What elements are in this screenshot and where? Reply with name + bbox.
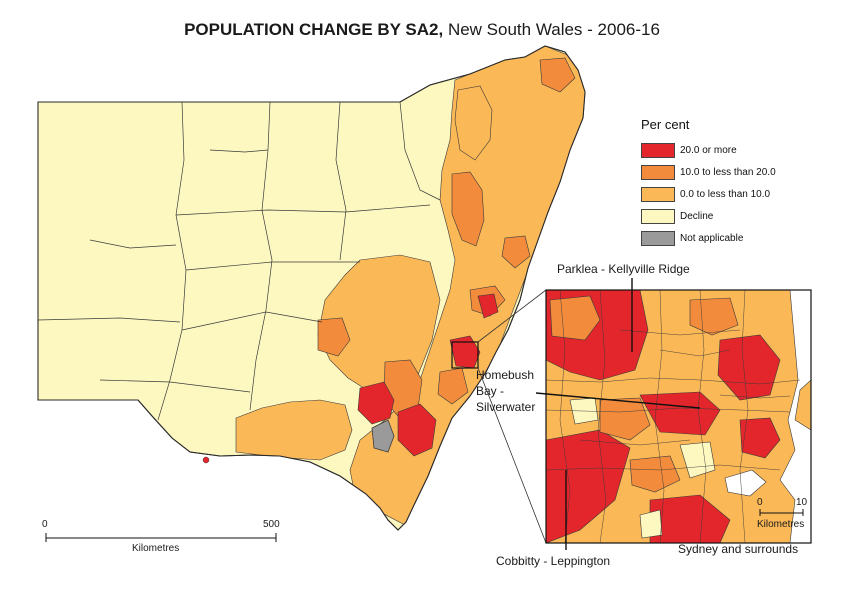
inset-regions (546, 290, 811, 543)
inset-scale-unit: Kilometres (757, 519, 805, 530)
region-queanbeyan-20plus (397, 403, 437, 457)
inset-inner-20plus (739, 417, 781, 459)
inset-scale-start: 0 (757, 497, 763, 508)
inset-south-10to20 (629, 455, 681, 493)
region-boundaries (38, 101, 441, 421)
callout-label-homebush-line1: Homebush (476, 368, 535, 382)
callout-label-homebush-line3: Silverwater (476, 400, 536, 414)
callout-label-parklea: Parklea - Kellyville Ridge (557, 262, 690, 276)
inset-boundaries (546, 290, 801, 543)
legend-swatch-0to10 (641, 186, 675, 202)
inset-scale-bar (759, 509, 804, 516)
inset-mid-10to20 (599, 397, 651, 441)
callout-label-cobbitty: Cobbitty - Leppington (496, 554, 611, 568)
legend-title: Per cent (641, 117, 690, 132)
legend-label-10to20: 10.0 to less than 20.0 (680, 166, 776, 178)
region-canberra-fringe-20plus (357, 381, 395, 425)
inset-west-10to20 (549, 295, 601, 341)
legend-item-decline: Decline (641, 205, 801, 227)
callout-line-homebush (535, 392, 701, 409)
inset-caption: Sydney and surrounds (678, 542, 799, 556)
region-central-10to20 (317, 317, 351, 357)
inset-decline-1 (679, 441, 716, 479)
nsw-outline (37, 45, 586, 531)
legend-item-20plus: 20.0 or more (641, 139, 801, 161)
region-act-not-applicable (371, 419, 395, 453)
region-border-red-dot (202, 456, 210, 464)
sydney-inset-map (545, 289, 812, 544)
region-armidale-10to20 (451, 171, 485, 247)
map-title-bold: POPULATION CHANGE BY SA2, (184, 20, 444, 39)
inset-harbour-water (779, 290, 811, 543)
legend-item-0to10: 0.0 to less than 10.0 (641, 183, 801, 205)
legend-label-not-applicable: Not applicable (680, 232, 744, 244)
region-southcoast-10to20 (437, 367, 469, 405)
region-coast-north-10to20 (539, 57, 576, 93)
map-title-rest: New South Wales - 2006-16 (443, 20, 660, 39)
callout-label-homebush-line2: Bay - (476, 384, 505, 398)
sydney-locator-box (451, 341, 479, 369)
main-scale-end: 500 (263, 519, 280, 530)
inset-east-10to20 (689, 297, 739, 336)
inset-scale-end: 10 (796, 497, 808, 508)
inset-bay-water (724, 469, 767, 497)
region-hunter-20plus (477, 293, 499, 319)
nsw-regions (38, 46, 585, 526)
legend-label-decline: Decline (680, 210, 714, 222)
legend-swatch-20plus (641, 142, 675, 158)
map-title: POPULATION CHANGE BY SA2, New South Wale… (0, 20, 844, 40)
legend-item-not-applicable: Not applicable (641, 227, 801, 249)
inset-decline-3 (639, 509, 663, 539)
region-coast-mid-10to20 (501, 235, 531, 269)
main-scale-unit: Kilometres (132, 543, 180, 554)
legend-swatch-10to20 (641, 164, 675, 180)
main-scale-start: 0 (42, 519, 48, 530)
legend-label-0to10: 0.0 to less than 10.0 (680, 188, 771, 200)
legend: Per cent 20.0 or more 10.0 to less than … (641, 117, 801, 249)
legend-item-10to20: 10.0 to less than 20.0 (641, 161, 801, 183)
legend-swatch-not-applicable (641, 230, 675, 246)
inset-frame (545, 289, 812, 544)
legend-label-20plus: 20.0 or more (680, 144, 737, 156)
callout-lines (535, 278, 701, 550)
main-scale-bar (45, 533, 277, 542)
region-northwest-growth (454, 85, 493, 161)
legend-swatch-decline (641, 208, 675, 224)
region-sydney-20plus (449, 335, 481, 369)
nsw-map (37, 45, 586, 531)
inset-leader-lines (477, 289, 547, 544)
region-riverina-growth (235, 399, 353, 461)
